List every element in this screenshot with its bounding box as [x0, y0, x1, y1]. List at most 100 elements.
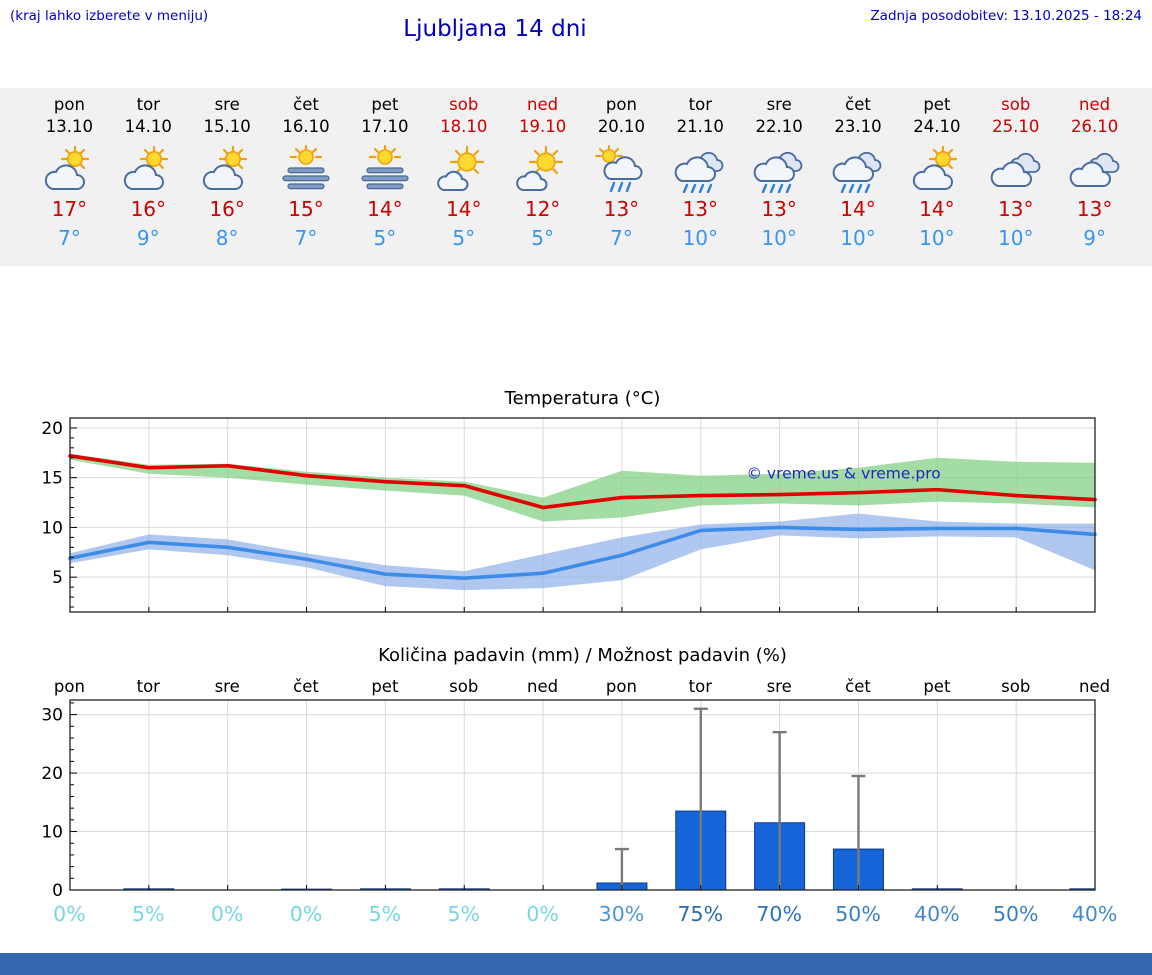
sun-small-cloud-icon — [435, 145, 493, 193]
sun-cloud-icon — [40, 145, 98, 193]
clouds-icon — [1066, 145, 1124, 193]
svg-text:20: 20 — [41, 419, 63, 439]
precip-probability: 70% — [756, 902, 802, 926]
day-name: pet — [371, 95, 399, 114]
temp-chart-title: Temperatura (°C) — [504, 388, 661, 409]
forecast-day-12[interactable]: pet 24.10 14° 10° — [897, 94, 976, 250]
precipitation-chart: 0 10 20 30 — [41, 699, 1096, 900]
high-temp: 15° — [288, 196, 324, 221]
low-temp: 5° — [452, 225, 476, 250]
precip-probability: 0% — [53, 902, 86, 926]
high-temp: 13° — [682, 196, 719, 221]
forecast-day-5[interactable]: pet 17.10 14° 5° — [345, 94, 424, 250]
precip-day-label: tor — [688, 677, 712, 696]
forecast-day-6[interactable]: sob 18.10 14° 5° — [424, 94, 503, 250]
forecast-day-7[interactable]: ned 19.10 12° 5° — [503, 94, 582, 250]
temperature-chart: 5 10 15 20 © vreme.us & vreme.pro — [41, 417, 1097, 613]
sun-cloud-icon — [908, 145, 966, 193]
sun-cloud-rain-icon — [592, 145, 650, 193]
low-temp: 10° — [761, 225, 797, 250]
precip-probability: 0% — [526, 902, 559, 926]
precip-probability: 0% — [210, 902, 244, 926]
precip-probability: 40% — [914, 902, 960, 926]
precip-day-label: pet — [371, 677, 399, 696]
forecast-day-3[interactable]: sre 15.10 16° 8° — [188, 94, 267, 250]
day-name: pon — [605, 95, 637, 114]
precip-chart-title: Količina padavin (mm) / Možnost padavin … — [378, 645, 787, 666]
menu-hint: (kraj lahko izberete v meniju) — [10, 8, 209, 24]
high-temp: 13° — [1076, 196, 1113, 221]
footer-bar — [0, 953, 1152, 975]
sun-cloud-icon — [119, 145, 177, 193]
sun-fog-icon — [356, 145, 414, 193]
precip-day-label: pet — [923, 677, 951, 696]
day-date: 17.10 — [361, 116, 409, 136]
clouds-icon — [987, 145, 1045, 193]
day-date: 13.10 — [45, 116, 94, 136]
forecast-day-11[interactable]: čet 23.10 14° 10° — [819, 94, 898, 250]
day-name: sob — [449, 95, 479, 114]
forecast-day-8[interactable]: pon 20.10 13° 7° — [582, 94, 661, 250]
precip-probability: 0% — [289, 902, 323, 926]
precip-probability: 50% — [835, 902, 881, 926]
precip-probability: 5% — [368, 902, 402, 926]
watermark-link[interactable]: © vreme.us & vreme.pro — [747, 465, 941, 483]
day-name: tor — [136, 95, 160, 114]
forecast-day-14[interactable]: ned 26.10 13° 9° — [1055, 94, 1134, 250]
high-temp: 13° — [603, 196, 640, 221]
high-temp: 14° — [367, 196, 403, 221]
high-temp: 17° — [51, 196, 88, 221]
day-name: sre — [214, 95, 240, 114]
precip-day-label: tor — [136, 677, 160, 696]
cloud-rain-icon — [671, 145, 729, 193]
high-temp: 14° — [919, 196, 955, 221]
day-name: ned — [1079, 95, 1111, 114]
day-date: 26.10 — [1070, 116, 1119, 136]
high-temp: 12° — [524, 196, 561, 221]
forecast-day-4[interactable]: čet 16.10 15° 7° — [267, 94, 346, 250]
day-date: 19.10 — [518, 116, 567, 136]
forecast-columns: pon 13.10 17° 7° tor 14.10 16° 9° sre 15… — [30, 94, 1134, 250]
forecast-day-10[interactable]: sre 22.10 13° 10° — [740, 94, 819, 250]
day-date: 21.10 — [676, 116, 724, 136]
svg-text:15: 15 — [41, 469, 63, 489]
svg-text:20: 20 — [41, 764, 63, 784]
svg-text:5: 5 — [52, 568, 63, 588]
day-name: ned — [527, 95, 559, 114]
high-temp: 16° — [130, 196, 167, 221]
svg-text:0: 0 — [52, 881, 63, 900]
day-date: 18.10 — [440, 116, 488, 136]
forecast-day-9[interactable]: tor 21.10 13° 10° — [661, 94, 740, 250]
precip-day-label: pon — [53, 677, 85, 696]
day-name: sre — [766, 95, 792, 114]
precip-day-label: čet — [293, 677, 319, 696]
precip-day-label: sre — [214, 677, 240, 696]
day-name: čet — [293, 95, 319, 114]
day-date: 25.10 — [992, 116, 1040, 136]
precip-probability: 30% — [598, 902, 645, 926]
day-date: 24.10 — [913, 116, 961, 136]
svg-text:10: 10 — [41, 518, 63, 538]
day-date: 15.10 — [203, 116, 251, 136]
low-temp: 10° — [998, 225, 1034, 250]
day-date: 20.10 — [597, 116, 646, 136]
day-date: 16.10 — [282, 116, 330, 136]
low-temp: 7° — [610, 225, 633, 250]
forecast-day-2[interactable]: tor 14.10 16° 9° — [109, 94, 188, 250]
high-temp: 13° — [761, 196, 797, 221]
precip-day-label: čet — [845, 677, 871, 696]
precip-day-label: sob — [449, 677, 479, 696]
high-temp: 14° — [446, 196, 482, 221]
forecast-day-1[interactable]: pon 13.10 17° 7° — [30, 94, 109, 250]
day-name: pet — [923, 95, 951, 114]
precip-probability: 40% — [1071, 902, 1118, 926]
low-temp: 10° — [682, 225, 719, 250]
precip-probability: 5% — [447, 902, 480, 926]
last-updated: Zadnja posodobitev: 13.10.2025 - 18:24 — [870, 8, 1142, 24]
day-name: čet — [845, 95, 871, 114]
day-name: pon — [53, 95, 85, 114]
low-temp: 10° — [840, 225, 876, 250]
high-temp: 16° — [209, 196, 245, 221]
precip-day-label: sob — [1001, 677, 1031, 696]
forecast-day-13[interactable]: sob 25.10 13° 10° — [976, 94, 1055, 250]
